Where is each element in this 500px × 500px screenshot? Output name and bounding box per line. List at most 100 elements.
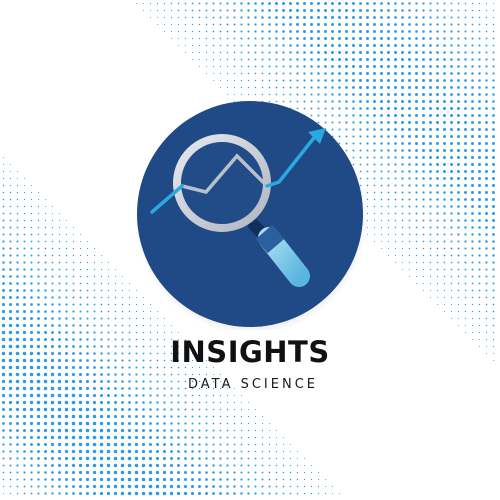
halftone-dot	[492, 170, 495, 173]
halftone-dot	[478, 254, 481, 257]
halftone-dot	[450, 72, 453, 75]
halftone-dot	[163, 331, 166, 334]
halftone-dot	[79, 345, 82, 348]
halftone-dot	[415, 275, 418, 278]
halftone-dot	[79, 359, 82, 362]
halftone-dot	[51, 324, 54, 327]
halftone-dot	[415, 233, 418, 236]
halftone-dot	[478, 2, 481, 5]
halftone-dot	[233, 23, 236, 26]
halftone-dot	[198, 9, 201, 12]
halftone-dot	[65, 324, 68, 327]
halftone-dot	[170, 401, 173, 404]
halftone-dot	[22, 386, 27, 391]
halftone-dot	[198, 450, 201, 453]
halftone-dot	[135, 345, 138, 348]
halftone-dot	[478, 317, 481, 320]
halftone-dot	[198, 443, 201, 446]
halftone-dot	[471, 317, 474, 320]
halftone-dot	[135, 317, 138, 320]
halftone-dot	[16, 282, 19, 285]
halftone-dot	[36, 365, 41, 370]
halftone-dot	[198, 380, 201, 383]
halftone-dot	[261, 436, 264, 439]
halftone-dot	[254, 58, 257, 61]
halftone-dot	[226, 23, 229, 26]
halftone-dot	[85, 414, 90, 419]
halftone-dot	[485, 261, 488, 264]
halftone-dot	[450, 289, 453, 292]
halftone-dot	[99, 442, 104, 447]
halftone-dot	[148, 449, 153, 454]
halftone-dot	[113, 421, 118, 426]
halftone-dot	[457, 16, 460, 19]
halftone-dot	[387, 142, 390, 145]
halftone-dot	[471, 240, 474, 243]
halftone-dot	[134, 449, 139, 454]
halftone-dot	[367, 234, 368, 235]
halftone-dot	[106, 428, 111, 433]
halftone-dot	[485, 128, 488, 131]
halftone-dot	[443, 2, 446, 5]
halftone-dot	[436, 282, 439, 285]
halftone-dot	[310, 16, 313, 19]
halftone-dot	[134, 470, 139, 475]
halftone-dot	[36, 386, 41, 391]
halftone-dot	[127, 456, 132, 461]
halftone-dot	[310, 65, 313, 68]
halftone-dot	[261, 457, 264, 460]
halftone-dot	[171, 325, 172, 326]
halftone-dot	[429, 2, 432, 5]
halftone-dot	[16, 261, 19, 264]
halftone-dot	[114, 303, 117, 306]
halftone-dot	[443, 282, 446, 285]
halftone-dot	[450, 226, 453, 229]
halftone-dot	[408, 114, 411, 117]
halftone-dot	[127, 491, 132, 496]
halftone-dot	[409, 276, 410, 277]
halftone-dot	[37, 450, 40, 453]
halftone-dot	[415, 135, 418, 138]
halftone-dot	[415, 2, 418, 5]
halftone-dot	[464, 317, 467, 320]
halftone-dot	[444, 311, 445, 312]
halftone-dot	[212, 464, 215, 467]
halftone-dot	[71, 435, 76, 440]
halftone-dot	[36, 421, 41, 426]
halftone-dot	[149, 359, 152, 362]
halftone-dot	[58, 254, 61, 257]
halftone-dot	[9, 226, 12, 229]
halftone-dot	[205, 37, 208, 40]
halftone-dot	[29, 393, 34, 398]
halftone-dot	[394, 142, 397, 145]
halftone-dot	[380, 37, 383, 40]
halftone-dot	[30, 296, 33, 299]
halftone-dot	[296, 23, 299, 26]
halftone-dot	[64, 463, 69, 468]
halftone-dot	[303, 44, 306, 47]
halftone-dot	[100, 296, 103, 299]
halftone-dot	[99, 407, 104, 412]
halftone-dot	[177, 429, 180, 432]
halftone-dot	[331, 72, 334, 75]
halftone-dot	[57, 414, 62, 419]
halftone-dot	[163, 352, 166, 355]
halftone-dot	[492, 219, 495, 222]
halftone-dot	[29, 344, 34, 349]
halftone-dot	[184, 352, 187, 355]
halftone-dot	[296, 2, 299, 5]
halftone-dot	[94, 248, 95, 249]
halftone-dot	[247, 485, 250, 488]
halftone-dot	[359, 163, 362, 166]
halftone-dot	[2, 219, 5, 222]
halftone-dot	[422, 198, 425, 201]
halftone-dot	[415, 79, 418, 82]
halftone-dot	[429, 198, 432, 201]
halftone-dot	[464, 296, 467, 299]
halftone-dot	[387, 247, 390, 250]
halftone-dot	[415, 23, 418, 26]
halftone-dot	[464, 58, 467, 61]
halftone-dot	[380, 86, 383, 89]
halftone-dot	[332, 486, 333, 487]
halftone-dot	[366, 93, 369, 96]
